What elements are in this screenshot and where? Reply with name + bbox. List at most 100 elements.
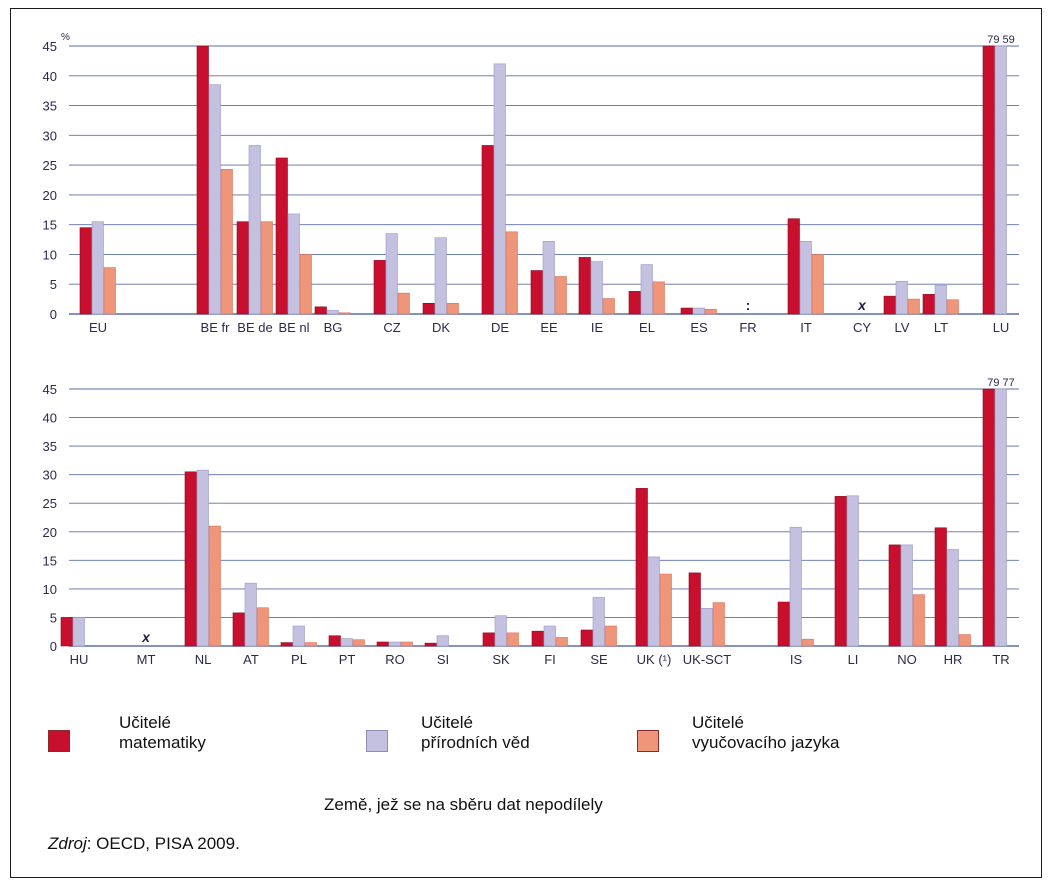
- bar-matematiky: [79, 227, 92, 315]
- bar-věd: [493, 63, 506, 315]
- bar-věd: [326, 310, 339, 315]
- category-label: IE: [591, 320, 604, 335]
- y-tick-label: 35: [43, 99, 57, 114]
- source-text: : OECD, PISA 2009.: [86, 834, 240, 853]
- missing-data-marker: x: [141, 629, 151, 645]
- y-tick-label: 20: [43, 525, 57, 540]
- category-label: SI: [437, 652, 449, 667]
- bar-jazyka: [958, 634, 971, 647]
- bar-matematiky: [60, 617, 73, 647]
- bar-jazyka: [912, 594, 925, 647]
- category-label: BG: [324, 320, 343, 335]
- bar-jazyka: [208, 525, 221, 647]
- bar-jazyka: [907, 298, 920, 315]
- bar-matematiky: [481, 145, 494, 315]
- category-label: CY: [853, 320, 871, 335]
- bar-věd: [692, 307, 705, 315]
- bar-matematiky: [184, 471, 197, 647]
- y-tick-label: 10: [43, 582, 57, 597]
- bar-věd: [91, 221, 104, 315]
- bar-jazyka: [299, 254, 312, 315]
- bar-věd: [592, 597, 605, 647]
- bar-věd: [799, 241, 812, 315]
- legend-swatch-science: [366, 730, 388, 752]
- bar-jazyka: [602, 298, 615, 315]
- bar-matematiky: [580, 629, 593, 647]
- bar-věd: [895, 280, 908, 315]
- bar-věd: [385, 233, 398, 315]
- category-label: LT: [934, 320, 948, 335]
- bar-matematiky: [424, 642, 437, 647]
- y-tick-label: 0: [50, 639, 57, 654]
- bar-věd: [208, 84, 221, 315]
- bar-matematiky: [787, 218, 800, 315]
- y-tick-label: 35: [43, 439, 57, 454]
- bar-jazyka: [604, 625, 617, 647]
- bar-matematiky: [888, 544, 901, 647]
- category-label: HR: [944, 652, 963, 667]
- category-label: LU: [993, 320, 1010, 335]
- bar-matematiky: [275, 157, 288, 315]
- bar-jazyka: [505, 231, 518, 315]
- bar-jazyka: [352, 639, 365, 647]
- category-label: NO: [897, 652, 917, 667]
- bar-věd: [340, 638, 353, 647]
- y-tick-label: 30: [43, 128, 57, 143]
- legend-label-language: Učitelé vyučovacího jazyka: [692, 713, 840, 752]
- category-label: UK (¹): [637, 652, 672, 667]
- bar-matematiky: [314, 306, 327, 315]
- bar-jazyka: [811, 254, 824, 315]
- figure-frame: 0 5 10 15 20 25 30 35 40 45% EU BE fr BE de BE nl BG CZ…: [10, 8, 1042, 878]
- bar-věd: [640, 264, 653, 315]
- bar-jazyka: [103, 267, 116, 315]
- y-tick-label: 40: [43, 69, 57, 84]
- bar-jazyka: [400, 641, 413, 647]
- category-label: DK: [432, 320, 450, 335]
- bar-věd: [436, 635, 449, 647]
- bar-jazyka: [659, 573, 672, 647]
- y-tick-label: 25: [43, 496, 57, 511]
- bar-věd: [244, 582, 257, 647]
- bar-matematiky: [232, 612, 245, 647]
- category-label: SE: [590, 652, 608, 667]
- bar-věd: [700, 608, 713, 647]
- missing-data-marker: :: [746, 297, 751, 313]
- y-tick-label: 25: [43, 158, 57, 173]
- legend-swatch-math: [48, 730, 70, 752]
- bar-matematiky: [578, 257, 591, 315]
- category-label: TR: [992, 652, 1009, 667]
- overflow-value-label: 79 77: [987, 377, 1015, 389]
- bar-matematiky: [422, 302, 435, 315]
- category-label: PL: [291, 652, 307, 667]
- category-label: NL: [195, 652, 212, 667]
- overflow-value-label: 79 59: [987, 34, 1015, 46]
- bar-matematiky: [373, 260, 386, 315]
- legend-label-science: Učitelé přírodních věd: [421, 713, 530, 752]
- category-label: IS: [790, 652, 803, 667]
- bar-jazyka: [555, 637, 568, 647]
- bar-jazyka: [304, 642, 317, 647]
- bar-jazyka: [338, 312, 351, 315]
- bar-jazyka: [446, 302, 459, 315]
- bar-matematiky: [196, 45, 209, 315]
- category-label: IT: [800, 320, 812, 335]
- category-label: FR: [739, 320, 756, 335]
- category-label: ES: [690, 320, 708, 335]
- bar-věd: [900, 544, 913, 647]
- y-tick-label: 15: [43, 218, 57, 233]
- category-label: BE nl: [278, 320, 309, 335]
- legend-note: Země, jež se na sběru dat nepodílely: [324, 795, 603, 814]
- bar-jazyka: [554, 276, 567, 315]
- y-tick-label: 15: [43, 553, 57, 568]
- bar-matematiky: [530, 270, 543, 315]
- bar-věd: [789, 526, 802, 647]
- bar-věd: [934, 285, 947, 315]
- bar-jazyka: [652, 281, 665, 315]
- bar-jazyka: [220, 168, 233, 315]
- category-label: CZ: [383, 320, 400, 335]
- y-tick-label: 5: [50, 277, 57, 292]
- bar-věd: [543, 625, 556, 647]
- bar-věd: [994, 45, 1007, 315]
- bar-matematiky: [680, 307, 693, 315]
- bar-matematiky: [376, 641, 389, 647]
